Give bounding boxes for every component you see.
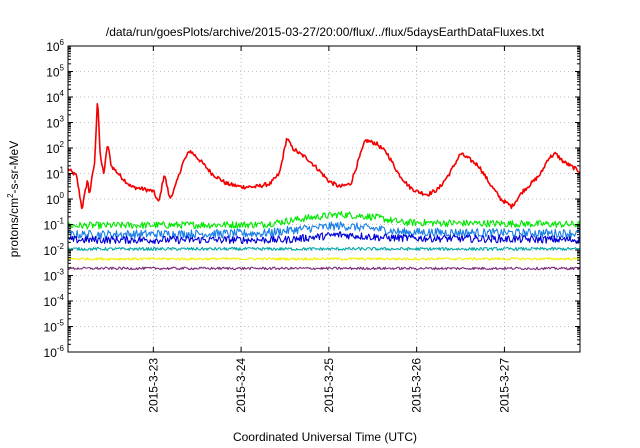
y-tick-label: 106 bbox=[46, 38, 64, 54]
y-tick-label: 101 bbox=[46, 166, 64, 182]
y-tick-label: 10-6 bbox=[44, 344, 65, 360]
data-series bbox=[67, 102, 581, 271]
y-axis-ticks: 10-6 10-5 10-4 10-3 10-2 10-1 100 101 102 103 104 1… bbox=[44, 38, 580, 360]
y-tick-label: 10-4 bbox=[44, 293, 65, 309]
y-axis-label: protons/cm2-s-sr-MeV bbox=[6, 141, 21, 257]
series-line-4 bbox=[67, 231, 581, 245]
y-tick-label: 100 bbox=[46, 191, 64, 207]
x-axis-label: Coordinated Universal Time (UTC) bbox=[233, 430, 417, 444]
y-axis-label-rest: -s-sr-MeV bbox=[7, 141, 21, 194]
y-tick-label: 10-5 bbox=[44, 319, 65, 335]
series-line-2 bbox=[67, 210, 581, 230]
x-tick-label: 2015-3-23 bbox=[146, 358, 160, 413]
x-tick-label: 2015-3-24 bbox=[234, 358, 248, 413]
series-line-5 bbox=[67, 246, 581, 252]
x-tick-label: 2015-3-27 bbox=[497, 358, 511, 413]
chart-title: /data/run/goesPlots/archive/2015-03-27/2… bbox=[106, 25, 545, 39]
y-tick-label: 10-1 bbox=[44, 217, 65, 233]
y-tick-label: 10-2 bbox=[44, 242, 65, 258]
y-axis-label-base: protons/cm bbox=[7, 198, 21, 257]
series-line-7 bbox=[67, 266, 581, 271]
y-tick-label: 105 bbox=[46, 64, 64, 80]
y-tick-label: 103 bbox=[46, 115, 64, 131]
series-line-1 bbox=[67, 102, 581, 210]
y-tick-label: 102 bbox=[46, 140, 64, 156]
y-axis-label-sup: 2 bbox=[6, 193, 15, 198]
series-line-6 bbox=[67, 257, 581, 261]
y-tick-label: 10-3 bbox=[44, 268, 65, 284]
x-tick-label: 2015-3-25 bbox=[322, 358, 336, 413]
y-tick-label: 104 bbox=[46, 89, 64, 105]
grid-lines bbox=[68, 46, 580, 352]
x-axis-ticks: 2015-3-23 2015-3-24 2015-3-25 2015-3-26 2015… bbox=[146, 46, 511, 413]
series-line-3 bbox=[67, 221, 581, 240]
x-tick-label: 2015-3-26 bbox=[410, 358, 424, 413]
